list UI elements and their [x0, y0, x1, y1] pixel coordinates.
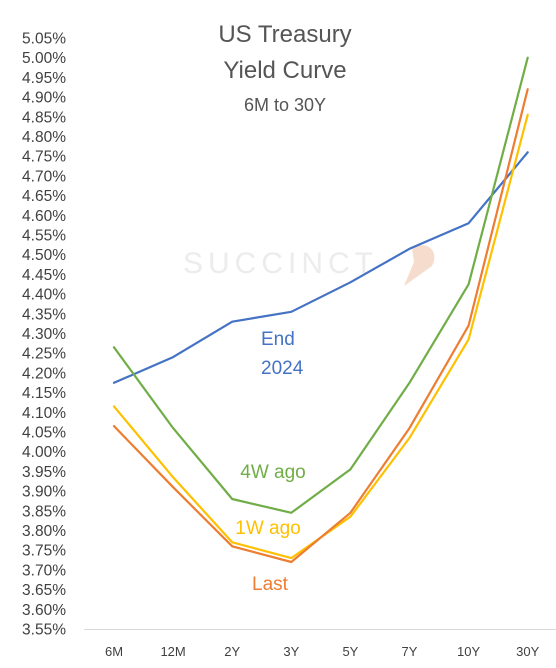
y-tick-label: 4.60%	[22, 208, 66, 225]
chart-title: US Treasury Yield Curve 6M to 30Y	[218, 21, 351, 115]
y-tick-label: 4.90%	[22, 90, 66, 107]
y-tick-label: 3.80%	[22, 523, 66, 540]
y-tick-label: 4.55%	[22, 228, 66, 245]
series-labels: End 2024 4W ago 1W ago Last	[235, 329, 305, 595]
y-tick-label: 4.45%	[22, 267, 66, 284]
y-tick-label: 3.55%	[22, 622, 66, 639]
y-tick-label: 4.80%	[22, 129, 66, 146]
y-tick-label: 3.75%	[22, 543, 66, 560]
y-tick-label: 3.60%	[22, 602, 66, 619]
x-axis: 6M 12M 2Y 3Y 5Y 7Y 10Y 30Y	[84, 629, 556, 659]
y-tick-label: 4.65%	[22, 188, 66, 205]
y-tick-label: 4.35%	[22, 306, 66, 323]
y-tick-label: 5.00%	[22, 50, 66, 67]
y-tick-label: 4.70%	[22, 168, 66, 185]
x-tick-label: 3Y	[283, 644, 299, 659]
series-label: 1W ago	[235, 518, 300, 539]
series-line-3	[112, 88, 529, 564]
chart-title-line-2: Yield Curve	[223, 57, 346, 84]
watermark-layer: SUCCINCT	[183, 245, 435, 286]
y-tick-label: 4.85%	[22, 109, 66, 126]
y-tick-label: 4.75%	[22, 149, 66, 166]
y-tick-label: 3.70%	[22, 562, 66, 579]
y-tick-label: 4.95%	[22, 70, 66, 87]
series-label: 2024	[261, 358, 304, 379]
series-line-0	[112, 151, 529, 384]
series-label: 4W ago	[240, 462, 305, 483]
x-tick-label: 5Y	[342, 644, 358, 659]
series-line-1	[112, 56, 529, 514]
chart-subtitle: 6M to 30Y	[244, 95, 326, 115]
y-tick-label: 4.05%	[22, 425, 66, 442]
y-tick-label: 5.05%	[22, 31, 66, 48]
y-tick-label: 4.15%	[22, 385, 66, 402]
x-tick-label: 12M	[160, 644, 185, 659]
x-tick-label: 6M	[105, 644, 123, 659]
y-tick-label: 4.00%	[22, 444, 66, 461]
y-tick-label: 3.95%	[22, 464, 66, 481]
y-tick-label: 3.90%	[22, 484, 66, 501]
y-tick-label: 4.30%	[22, 326, 66, 343]
chart-title-line-1: US Treasury	[218, 21, 351, 48]
y-tick-label: 4.10%	[22, 405, 66, 422]
watermark-text: SUCCINCT	[183, 247, 378, 280]
y-tick-label: 4.50%	[22, 247, 66, 264]
x-tick-label: 30Y	[516, 644, 539, 659]
watermark-logo-icon	[404, 245, 435, 286]
x-tick-label: 7Y	[402, 644, 418, 659]
series-label: End	[261, 329, 295, 350]
y-tick-label: 4.20%	[22, 365, 66, 382]
y-tick-label: 3.85%	[22, 503, 66, 520]
y-tick-label: 4.40%	[22, 287, 66, 304]
y-tick-label: 4.25%	[22, 346, 66, 363]
y-tick-label: 3.65%	[22, 582, 66, 599]
y-axis: 5.05% 5.00% 4.95% 4.90% 4.85% 4.80% 4.75% 4.70%…	[22, 31, 66, 639]
x-tick-label: 10Y	[457, 644, 480, 659]
series-label: Last	[252, 574, 289, 595]
x-tick-label: 2Y	[224, 644, 240, 659]
series-lines	[112, 56, 529, 564]
